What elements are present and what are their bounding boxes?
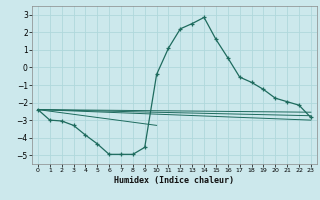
X-axis label: Humidex (Indice chaleur): Humidex (Indice chaleur) bbox=[115, 176, 234, 185]
